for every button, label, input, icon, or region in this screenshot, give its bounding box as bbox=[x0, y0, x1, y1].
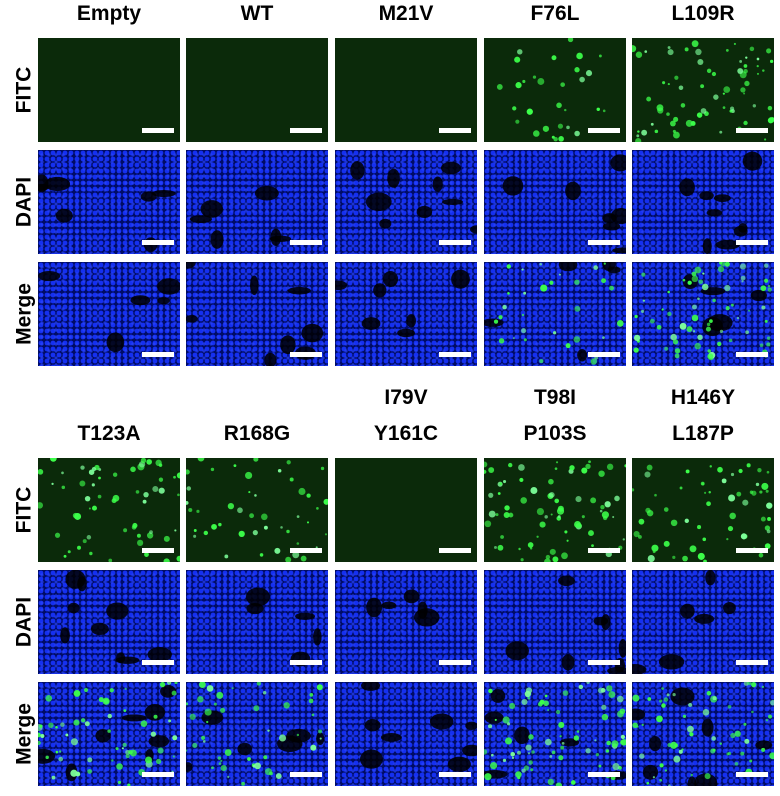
micrograph-panel bbox=[186, 150, 328, 254]
scale-bar bbox=[736, 352, 768, 357]
scale-bar bbox=[588, 128, 620, 133]
scale-bar bbox=[588, 548, 620, 553]
micrograph-panel bbox=[186, 262, 328, 366]
micrograph-panel bbox=[632, 458, 774, 562]
scale-bar bbox=[588, 240, 620, 245]
scale-bar bbox=[736, 660, 768, 665]
column-label: L109R bbox=[671, 2, 734, 25]
scale-bar bbox=[439, 548, 471, 553]
micrograph-panel bbox=[632, 150, 774, 254]
micrograph-panel bbox=[484, 570, 626, 674]
column-label: F76L bbox=[530, 2, 579, 25]
micrograph-panel bbox=[335, 570, 477, 674]
micrograph-panel bbox=[38, 262, 180, 366]
column-label: T123A bbox=[77, 422, 140, 445]
column-label: H146Y bbox=[671, 386, 735, 409]
scale-bar bbox=[736, 772, 768, 777]
column-label: Empty bbox=[77, 2, 142, 25]
scale-bar bbox=[736, 128, 768, 133]
micrograph-panel bbox=[38, 570, 180, 674]
column-label: L187P bbox=[672, 422, 734, 445]
row-label: Merge bbox=[13, 283, 36, 345]
micrograph-panel bbox=[335, 458, 477, 562]
column-label: R168G bbox=[224, 422, 291, 445]
scale-bar bbox=[439, 128, 471, 133]
scale-bar bbox=[142, 352, 174, 357]
scale-bar bbox=[588, 352, 620, 357]
column-label: T98I bbox=[534, 386, 576, 409]
micrograph-panel bbox=[186, 38, 328, 142]
row-label: FITC bbox=[13, 487, 36, 534]
micrograph-panel bbox=[38, 682, 180, 786]
micrograph-panel bbox=[186, 458, 328, 562]
column-label: P103S bbox=[523, 422, 586, 445]
row-label: DAPI bbox=[13, 597, 36, 647]
row-label: DAPI bbox=[13, 177, 36, 227]
micrograph-panel bbox=[632, 262, 774, 366]
column-label: WT bbox=[241, 2, 274, 25]
scale-bar bbox=[290, 240, 322, 245]
scale-bar bbox=[142, 548, 174, 553]
micrograph-panel bbox=[335, 682, 477, 786]
micrograph-panel bbox=[484, 150, 626, 254]
column-label: M21V bbox=[379, 2, 434, 25]
scale-bar bbox=[290, 548, 322, 553]
micrograph-panel bbox=[484, 682, 626, 786]
micrograph-panel bbox=[186, 682, 328, 786]
scale-bar bbox=[736, 240, 768, 245]
row-label: Merge bbox=[13, 703, 36, 765]
scale-bar bbox=[290, 772, 322, 777]
micrograph-panel bbox=[484, 38, 626, 142]
column-label: I79V bbox=[384, 386, 427, 409]
scale-bar bbox=[736, 548, 768, 553]
scale-bar bbox=[142, 128, 174, 133]
scale-bar bbox=[290, 660, 322, 665]
scale-bar bbox=[142, 660, 174, 665]
micrograph-panel bbox=[335, 38, 477, 142]
micrograph-panel bbox=[335, 150, 477, 254]
scale-bar bbox=[588, 660, 620, 665]
micrograph-panel bbox=[484, 458, 626, 562]
micrograph-panel bbox=[38, 458, 180, 562]
scale-bar bbox=[290, 352, 322, 357]
micrograph-panel bbox=[38, 150, 180, 254]
micrograph-panel bbox=[484, 262, 626, 366]
micrograph-panel bbox=[632, 570, 774, 674]
column-label: Y161C bbox=[374, 422, 438, 445]
micrograph-panel bbox=[335, 262, 477, 366]
scale-bar bbox=[439, 240, 471, 245]
micrograph-panel bbox=[632, 38, 774, 142]
scale-bar bbox=[290, 128, 322, 133]
scale-bar bbox=[588, 772, 620, 777]
micrograph-panel bbox=[38, 38, 180, 142]
micrograph-panel bbox=[632, 682, 774, 786]
micrograph-panel bbox=[186, 570, 328, 674]
scale-bar bbox=[439, 352, 471, 357]
scale-bar bbox=[439, 772, 471, 777]
scale-bar bbox=[142, 772, 174, 777]
scale-bar bbox=[142, 240, 174, 245]
scale-bar bbox=[439, 660, 471, 665]
row-label: FITC bbox=[13, 67, 36, 114]
